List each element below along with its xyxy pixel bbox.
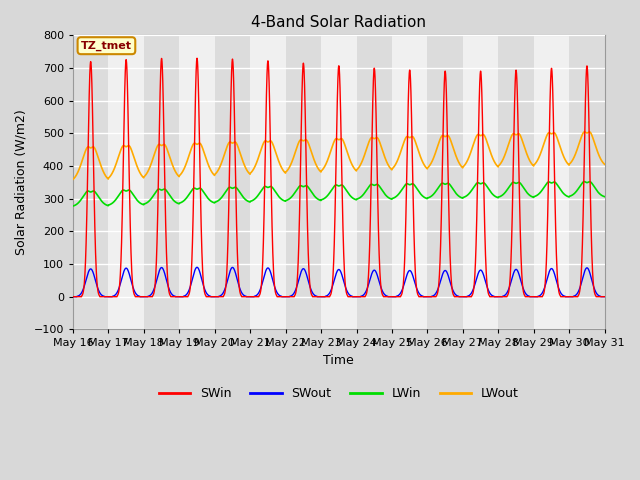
Bar bbox=[605, 36, 640, 329]
Bar bbox=[534, 36, 569, 329]
Bar bbox=[463, 36, 499, 329]
Bar bbox=[285, 36, 321, 329]
Title: 4-Band Solar Radiation: 4-Band Solar Radiation bbox=[252, 15, 426, 30]
Bar bbox=[250, 36, 285, 329]
X-axis label: Time: Time bbox=[323, 354, 354, 367]
Bar bbox=[108, 36, 144, 329]
Bar bbox=[73, 36, 108, 329]
Legend: SWin, SWout, LWin, LWout: SWin, SWout, LWin, LWout bbox=[154, 383, 524, 406]
Bar bbox=[392, 36, 428, 329]
Bar bbox=[215, 36, 250, 329]
Bar bbox=[179, 36, 215, 329]
Y-axis label: Solar Radiation (W/m2): Solar Radiation (W/m2) bbox=[15, 109, 28, 255]
Bar bbox=[321, 36, 356, 329]
Bar bbox=[428, 36, 463, 329]
Bar bbox=[144, 36, 179, 329]
Text: TZ_tmet: TZ_tmet bbox=[81, 41, 132, 51]
Bar bbox=[499, 36, 534, 329]
Bar bbox=[569, 36, 605, 329]
Bar bbox=[356, 36, 392, 329]
